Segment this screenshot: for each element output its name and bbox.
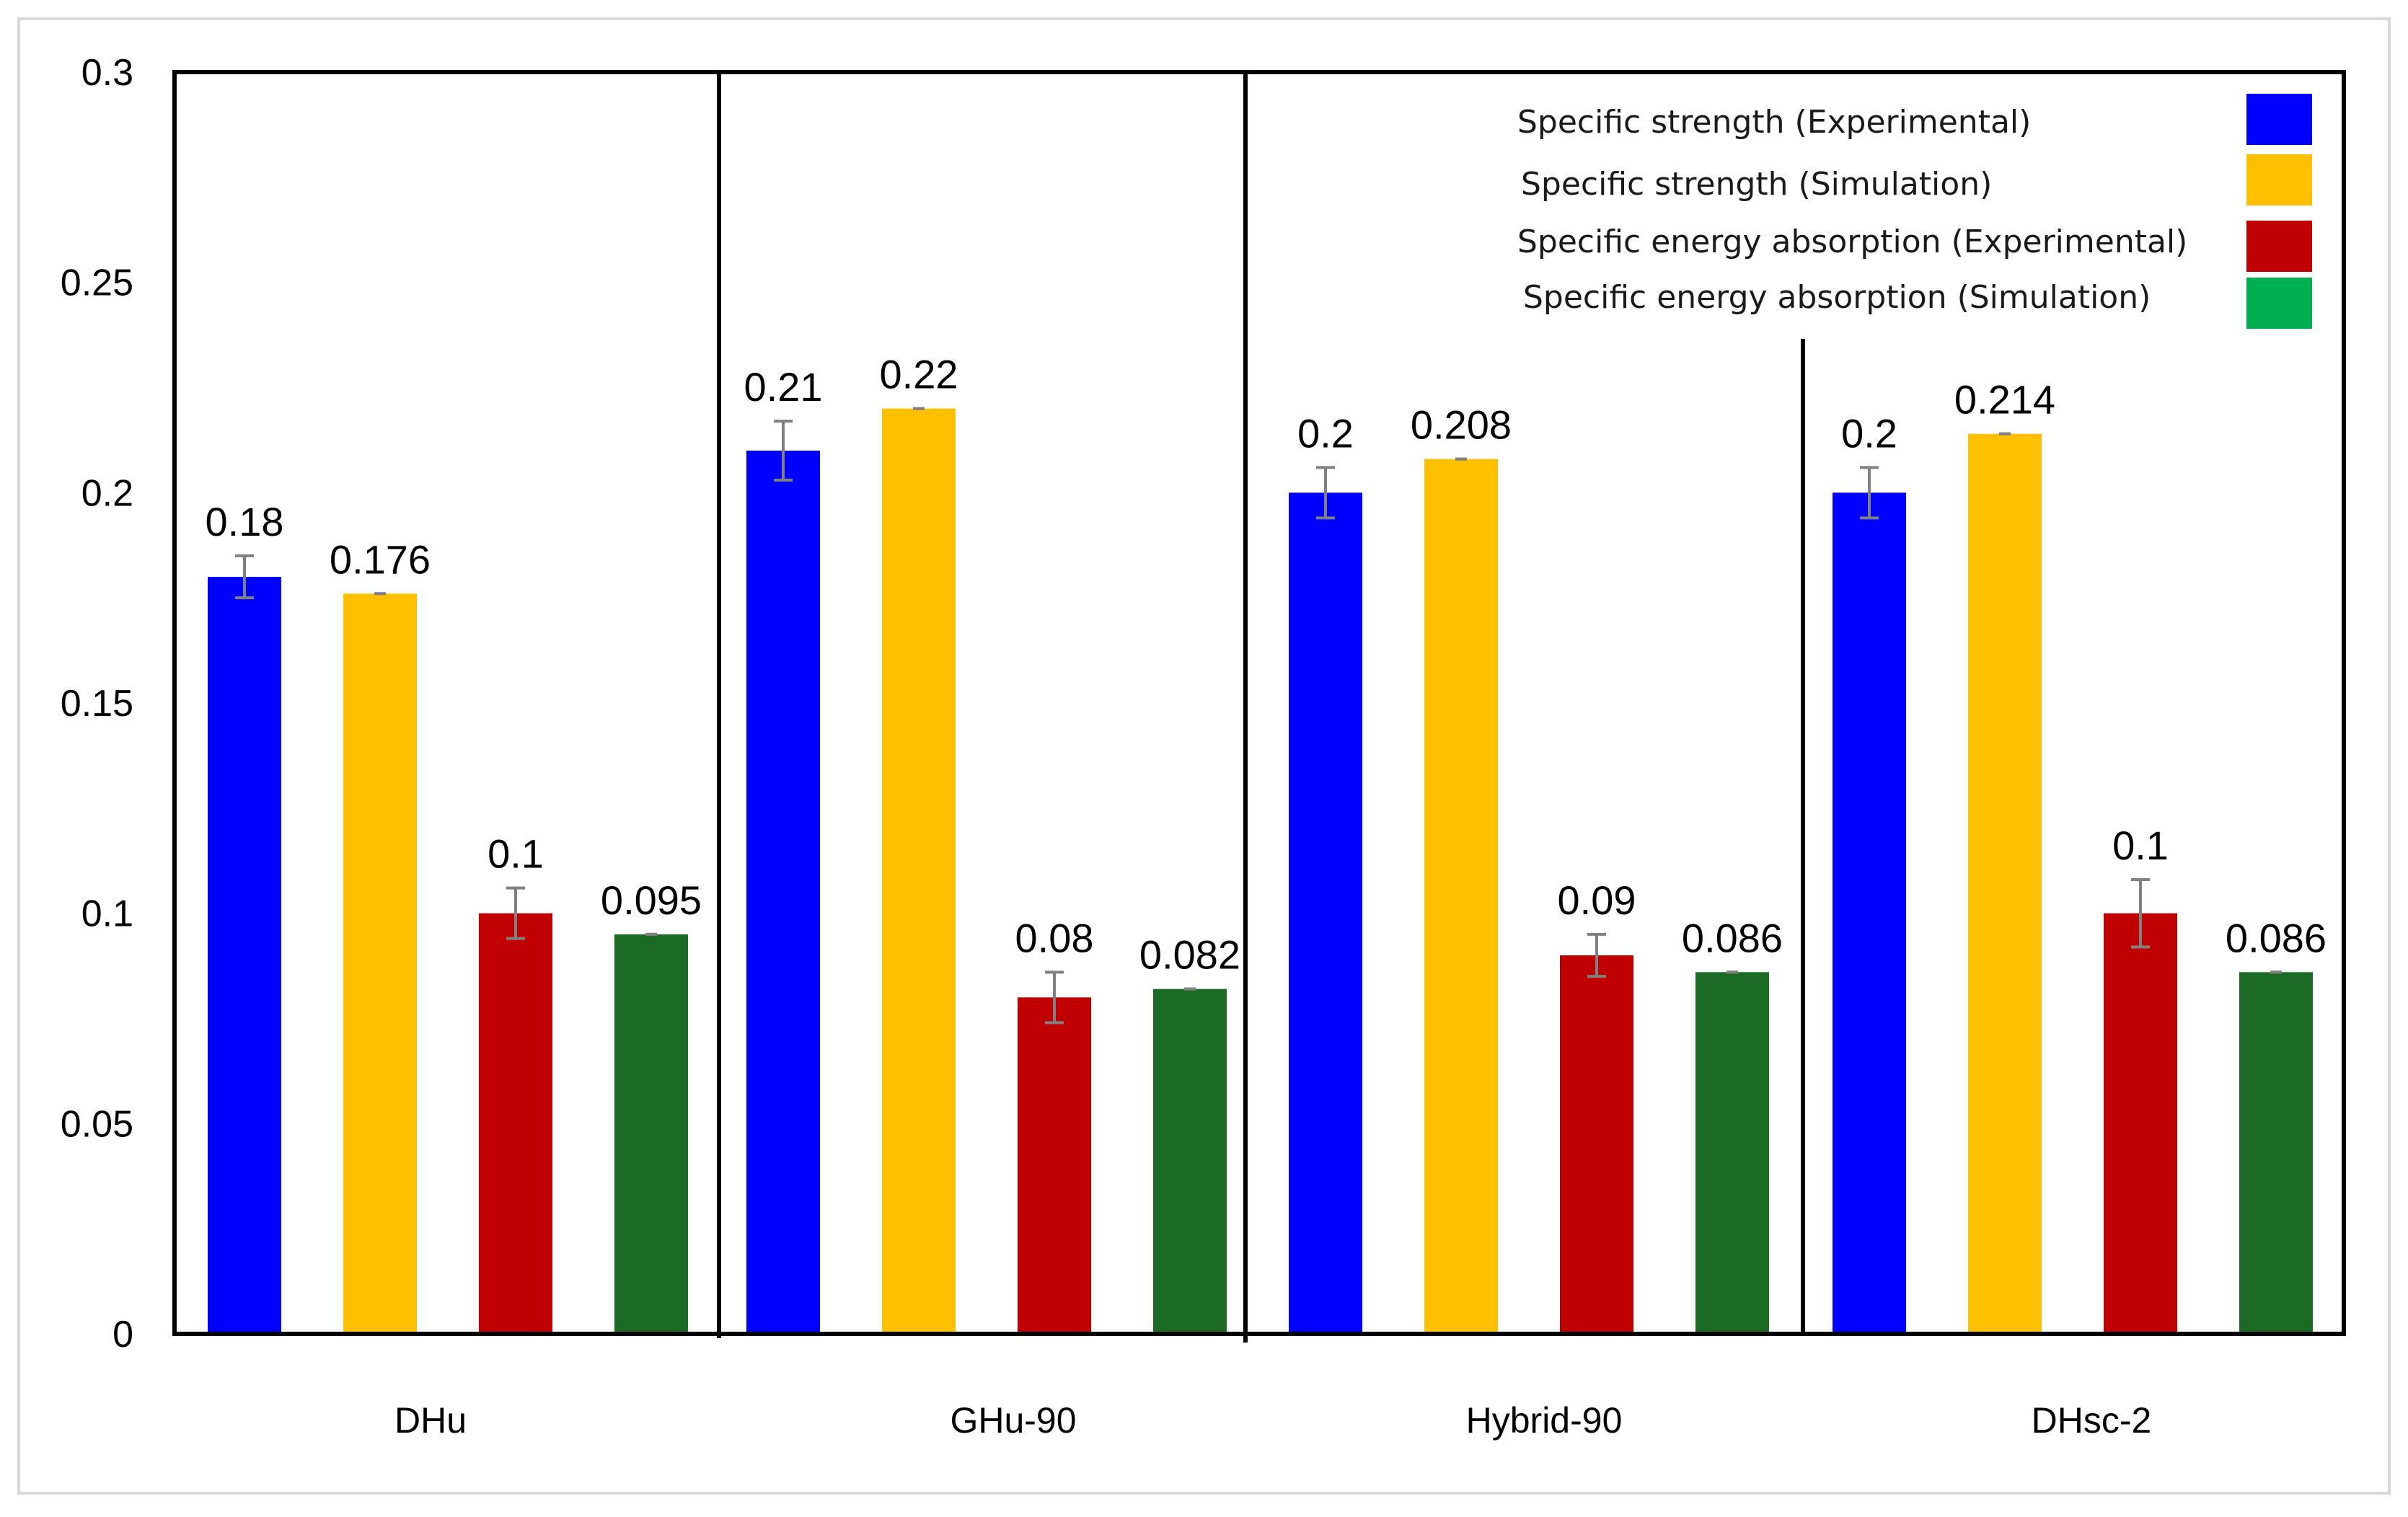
- legend-label: Specific energy absorption (Simulation): [1523, 279, 2151, 316]
- bar: [1153, 989, 1227, 1334]
- data-label: 0.208: [1411, 402, 1512, 448]
- bar: [2104, 913, 2177, 1334]
- data-label: 0.18: [206, 499, 284, 544]
- data-label: 0.22: [880, 352, 958, 397]
- bar: [1968, 433, 2042, 1334]
- bar: [614, 934, 688, 1334]
- data-label: 0.214: [1954, 377, 2055, 423]
- data-label: 0.176: [330, 536, 431, 582]
- legend-swatch: [2246, 221, 2312, 272]
- y-tick-label: 0.1: [81, 893, 133, 935]
- y-tick-label: 0.15: [61, 683, 133, 725]
- x-category-label: Hybrid-90: [1466, 1400, 1623, 1441]
- data-label: 0.1: [2112, 823, 2169, 868]
- legend-label: Specific strength (Experimental): [1517, 104, 2031, 141]
- x-category-label: DHu: [394, 1400, 467, 1441]
- data-label: 0.08: [1015, 915, 1094, 960]
- y-tick-label: 0.3: [81, 52, 133, 94]
- plot-frame: [172, 70, 2346, 1336]
- data-label: 0.082: [1139, 932, 1240, 978]
- data-label: 0.086: [1682, 915, 1783, 960]
- bar: [1018, 997, 1091, 1334]
- y-tick-label: 0.25: [61, 262, 133, 304]
- legend-swatch: [2246, 278, 2312, 329]
- x-category-label: DHsc-2: [2032, 1400, 2152, 1441]
- y-tick-label: 0: [113, 1314, 133, 1355]
- bar: [2239, 972, 2313, 1334]
- data-label: 0.2: [1841, 410, 1897, 456]
- legend-label: Specific energy absorption (Experimental…: [1517, 224, 2187, 260]
- bar: [1833, 492, 1906, 1335]
- legend-label: Specific strength (Simulation): [1521, 166, 1992, 203]
- bar: [208, 577, 281, 1334]
- bar: [479, 913, 552, 1334]
- y-tick-label: 0.05: [61, 1103, 133, 1145]
- bar: [1695, 972, 1769, 1334]
- bar: [746, 451, 820, 1334]
- bar: [1424, 459, 1498, 1334]
- data-label: 0.09: [1558, 877, 1636, 923]
- bar: [1560, 955, 1633, 1334]
- data-label: 0.2: [1297, 410, 1354, 456]
- data-label: 0.086: [2226, 915, 2327, 960]
- bar: [343, 593, 417, 1335]
- bar: [882, 408, 956, 1334]
- legend-swatch: [2246, 154, 2312, 205]
- data-label: 0.21: [744, 364, 823, 410]
- y-tick-label: 0.2: [81, 472, 133, 514]
- data-label: 0.1: [488, 831, 544, 877]
- bar: [1289, 492, 1362, 1335]
- data-label: 0.095: [601, 877, 702, 923]
- legend-swatch: [2246, 94, 2312, 145]
- x-category-label: GHu-90: [950, 1400, 1076, 1441]
